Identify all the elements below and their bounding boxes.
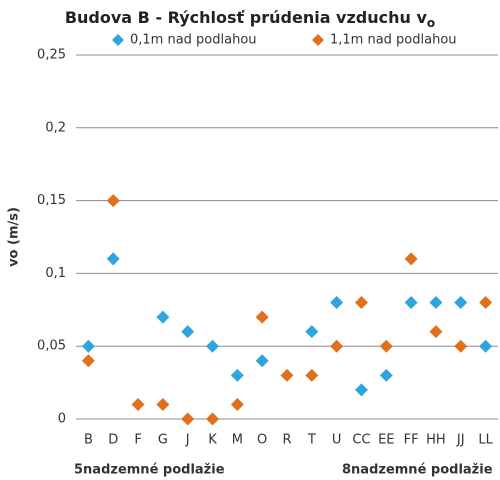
y-tick-label: 0,05 [37,339,66,354]
x-tick-label: HH [426,433,446,448]
point [404,252,418,266]
y-tick-label: 0,2 [45,120,66,135]
point [230,368,244,382]
y-tick-label: 0 [58,412,66,427]
point [454,339,468,353]
legend-marker [312,34,324,46]
point [280,368,294,382]
chart-title: Budova B - Rýchlosť prúdenia vzduchu vo [65,8,435,30]
x-tick-label: F [134,433,141,448]
x-tick-label: FF [404,433,419,448]
point [354,383,368,397]
point [379,339,393,353]
y-tick-label: 0,15 [37,193,66,208]
point [429,296,443,310]
title-subscript: o [427,16,435,30]
point [230,397,244,411]
point [454,296,468,310]
x-tick-label: M [232,433,243,448]
point [206,412,220,426]
y-tick-label: 0,25 [37,48,66,63]
point [330,339,344,353]
x-tick-label: LL [478,433,493,448]
legend-marker [112,34,124,46]
legend-label: 0,1m nad podlahou [130,33,257,48]
x-tick-label: O [257,433,267,448]
point [206,339,220,353]
group-label: 5nadzemné podlažie [74,463,225,478]
point [181,412,195,426]
x-tick-label: R [282,433,291,448]
point [131,397,145,411]
point [379,368,393,382]
point [404,296,418,310]
point [156,397,170,411]
x-tick-label: EE [378,433,394,448]
point [479,296,493,310]
point [81,354,95,368]
x-tick-label: U [332,433,342,448]
point [305,325,319,339]
y-tick-label: 0,1 [45,266,66,281]
point [354,296,368,310]
point [255,310,269,324]
legend-label: 1,1m nad podlahou [330,33,457,48]
x-tick-label: T [307,433,316,448]
point [479,339,493,353]
x-tick-label: B [84,433,93,448]
point [429,325,443,339]
point [255,354,269,368]
x-tick-label: CC [352,433,370,448]
x-tick-label: K [208,433,217,448]
point [181,325,195,339]
y-axis-label: vo (m/s) [7,207,22,267]
x-tick-label: G [158,433,168,448]
point [81,339,95,353]
x-tick-label: D [108,433,118,448]
point [305,368,319,382]
point [330,296,344,310]
x-tick-label: J [185,433,190,448]
x-tick-label: JJ [456,433,465,448]
title-main: Budova B - Rýchlosť prúdenia vzduchu v [65,8,428,27]
group-label: 8nadzemné podlažie [342,463,493,478]
point [106,252,120,266]
point [156,310,170,324]
point [106,194,120,208]
